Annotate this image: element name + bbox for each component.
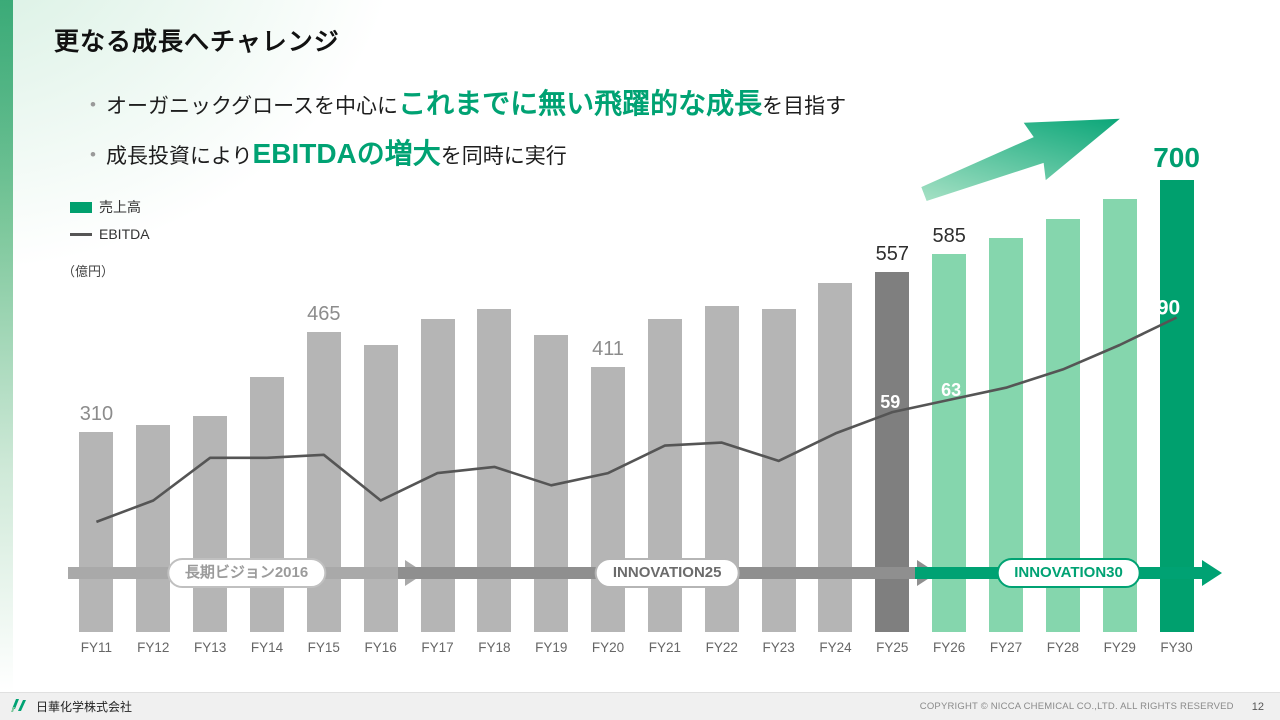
bar-fy16 [363, 344, 398, 632]
bar-value-label-fy25: 557 [875, 243, 909, 266]
x-axis-label-fy26: FY26 [933, 640, 966, 655]
line-value-label-fy26: 63 [941, 379, 962, 400]
bullet-text-highlight: EBITDAの増大 [252, 138, 441, 169]
copyright-text: COPYRIGHT © NICCA CHEMICAL CO.,LTD. ALL … [919, 701, 1234, 712]
bar-fy17 [420, 318, 455, 632]
bullet-marker: • [90, 145, 96, 164]
x-axis-label-fy17: FY17 [421, 640, 454, 655]
bar-value-label-fy30: 700 [1153, 142, 1200, 173]
bar-value-label-fy15: 465 [307, 302, 341, 325]
legend-item-ebitda: EBITDA [70, 226, 150, 242]
bullet-text-post: を同時に実行 [440, 145, 567, 168]
ebitda-swatch-icon [70, 232, 92, 236]
x-axis-label-fy18: FY18 [478, 640, 511, 655]
x-axis-label-fy21: FY21 [648, 640, 682, 655]
x-axis-label-fy20: FY20 [591, 640, 625, 655]
company-logo-icon [10, 697, 30, 716]
chart-legend: 売上高 EBITDA [70, 197, 150, 251]
growth-arrow-icon [910, 81, 1139, 237]
page-title: 更なる成長へチャレンジ [54, 28, 340, 56]
bullet-text-pre: 成長投資により [105, 145, 253, 168]
phase-label-3: INNOVATION30 [996, 558, 1141, 588]
bar-fy13 [193, 415, 228, 632]
bar-fy14 [249, 376, 284, 632]
x-axis-label-fy16: FY16 [364, 640, 397, 655]
x-axis-label-fy19: FY19 [535, 640, 568, 655]
x-axis-label-fy22: FY22 [705, 640, 738, 655]
bar-fy30 [1159, 180, 1194, 632]
page-number: 12 [1251, 700, 1264, 713]
bar-fy12 [136, 425, 171, 632]
footer-company: 日華化学株式会社 [10, 697, 132, 716]
axis-unit-label: （億円） [62, 264, 115, 279]
bar-value-label-fy11: 310 [79, 402, 114, 425]
line-value-label-fy25: 59 [880, 392, 901, 413]
sales-swatch-icon [70, 201, 92, 213]
bar-fy11 [79, 431, 114, 632]
legend-label-sales: 売上高 [99, 199, 141, 215]
phase-label-2: INNOVATION25 [594, 558, 740, 588]
x-axis-label-fy24: FY24 [819, 640, 852, 655]
bullet-marker: • [90, 95, 96, 114]
x-axis-label-fy11: FY11 [80, 640, 113, 655]
bullet-text-highlight: これまでに無い飛躍的な成長 [398, 88, 763, 119]
x-axis-label-fy15: FY15 [307, 640, 340, 655]
bullet-text-post: を目指す [762, 95, 847, 118]
bar-value-label-fy26: 585 [932, 225, 966, 248]
x-axis-label-fy13: FY13 [193, 640, 227, 655]
bullet-item-1: • オーガニックグロースを中心にこれまでに無い飛躍的な成長を目指す [90, 82, 846, 122]
chart-plot-area: FY11 FY12 FY13 FY14 FY15 FY16 FY17 FY18 FY19 FY20… [68, 144, 1223, 655]
legend-item-sales: 売上高 [70, 197, 150, 217]
x-axis-label-fy23: FY23 [762, 640, 795, 655]
company-name: 日華化学株式会社 [36, 700, 133, 714]
bullet-item-2: • 成長投資によりEBITDAの増大を同時に実行 [90, 132, 567, 172]
x-axis-label-fy27: FY27 [989, 640, 1023, 655]
phase-arrow-head-3 [1202, 560, 1223, 586]
legend-label-ebitda: EBITDA [99, 226, 150, 242]
x-axis-label-fy25: FY25 [876, 640, 909, 655]
x-axis-label-fy30: FY30 [1160, 640, 1193, 655]
x-axis-label-fy29: FY29 [1103, 640, 1136, 655]
x-axis-label-fy14: FY14 [250, 640, 284, 655]
bullet-text-pre: オーガニックグロースを中心に [105, 95, 399, 118]
ebitda-line [95, 316, 1178, 524]
line-value-label-fy30: 90 [1156, 296, 1181, 319]
footer-bar: 日華化学株式会社 COPYRIGHT © NICCA CHEMICAL CO.,… [0, 692, 1280, 720]
phase-label-1: 長期ビジョン2016 [166, 558, 327, 588]
left-edge-gradient [0, 0, 13, 692]
x-axis-label-fy12: FY12 [137, 640, 170, 655]
bar-value-label-fy20: 411 [592, 337, 625, 360]
x-axis-label-fy28: FY28 [1046, 640, 1080, 655]
footer-meta: COPYRIGHT © NICCA CHEMICAL CO.,LTD. ALL … [920, 701, 1264, 713]
